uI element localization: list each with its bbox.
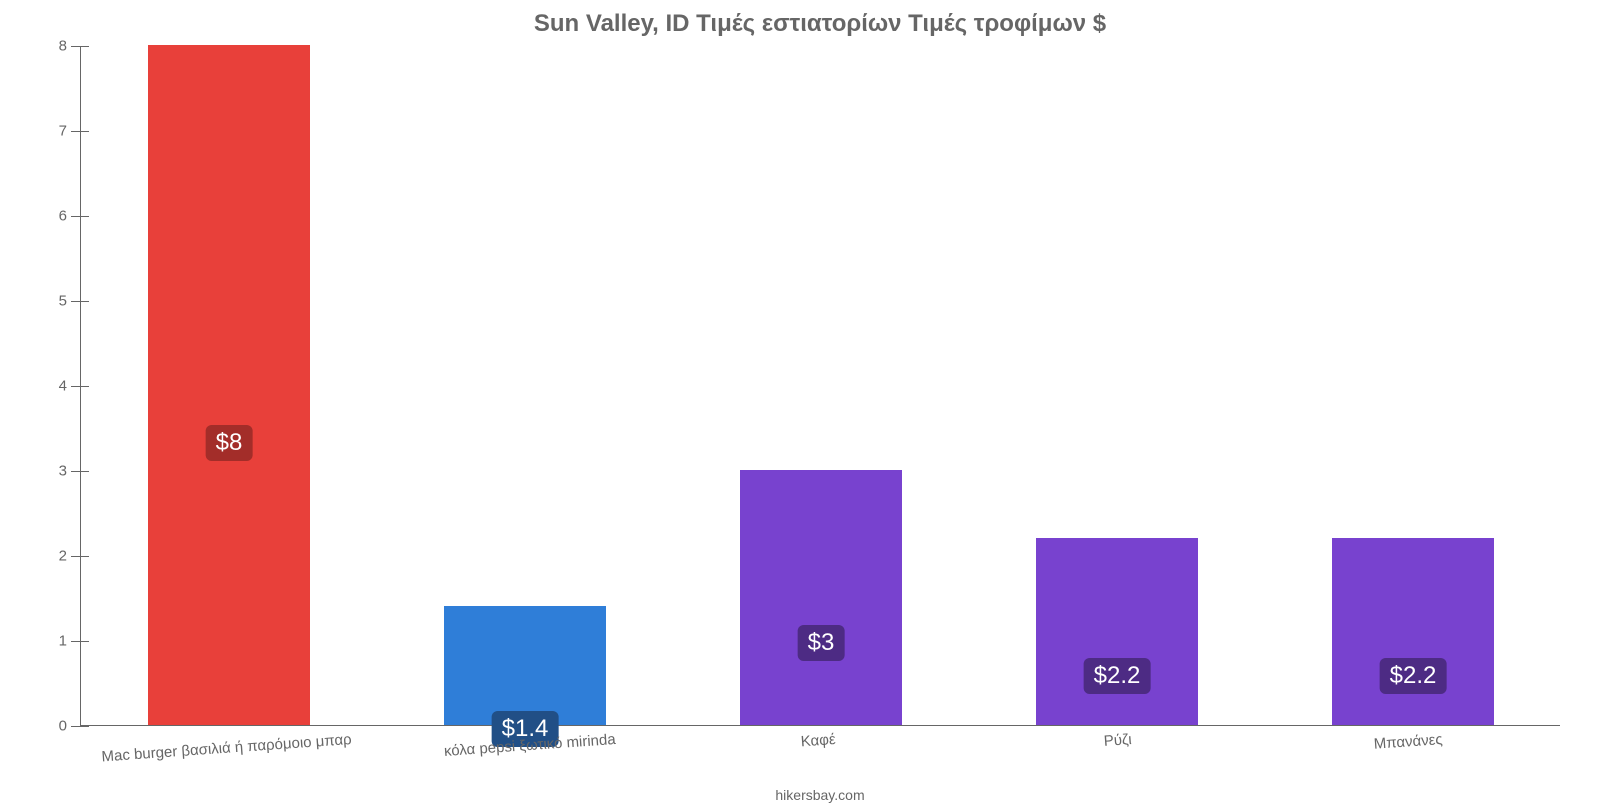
y-tick-inner	[81, 216, 89, 217]
value-badge: $2.2	[1084, 658, 1151, 694]
x-axis-label: Ρύζι	[1104, 731, 1133, 750]
bar-chart: Sun Valley, ID Τιμές εστιατορίων Τιμές τ…	[80, 10, 1560, 755]
y-axis-label: 2	[59, 548, 67, 565]
x-axis-label: Μπανάνες	[1373, 731, 1443, 753]
y-tick-inner	[81, 131, 89, 132]
y-tick	[71, 726, 81, 727]
y-axis-label: 3	[59, 463, 67, 480]
bar: $2.2	[1332, 538, 1495, 725]
y-axis-label: 6	[59, 208, 67, 225]
y-axis-label: 1	[59, 633, 67, 650]
y-tick	[71, 131, 81, 132]
value-badge: $8	[206, 425, 253, 461]
y-tick	[71, 386, 81, 387]
x-axis-label: Καφέ	[801, 731, 837, 750]
bar: $3	[740, 470, 903, 725]
bar: $8	[148, 45, 311, 725]
y-tick-inner	[81, 471, 89, 472]
y-axis-label: 7	[59, 123, 67, 140]
y-tick-inner	[81, 641, 89, 642]
y-tick	[71, 301, 81, 302]
y-tick-inner	[81, 386, 89, 387]
y-tick-inner	[81, 556, 89, 557]
bar: $1.4	[444, 606, 607, 725]
y-tick-inner	[81, 726, 89, 727]
y-tick	[71, 46, 81, 47]
y-axis-label: 4	[59, 378, 67, 395]
value-badge: $3	[798, 625, 845, 661]
x-axis-label: Mac burger βασιλιά ή παρόμοιο μπαρ	[101, 731, 352, 765]
y-tick	[71, 556, 81, 557]
y-tick-inner	[81, 46, 89, 47]
y-tick	[71, 471, 81, 472]
y-tick	[71, 216, 81, 217]
plot-area: 012345678$8Mac burger βασιλιά ή παρόμοιο…	[80, 46, 1560, 726]
attribution: hikersbay.com	[775, 787, 864, 803]
y-axis-label: 0	[59, 718, 67, 735]
y-axis-label: 8	[59, 38, 67, 55]
chart-title: Sun Valley, ID Τιμές εστιατορίων Τιμές τ…	[80, 10, 1560, 38]
y-tick	[71, 641, 81, 642]
y-tick-inner	[81, 301, 89, 302]
y-axis-label: 5	[59, 293, 67, 310]
bar: $2.2	[1036, 538, 1199, 725]
value-badge: $2.2	[1380, 658, 1447, 694]
